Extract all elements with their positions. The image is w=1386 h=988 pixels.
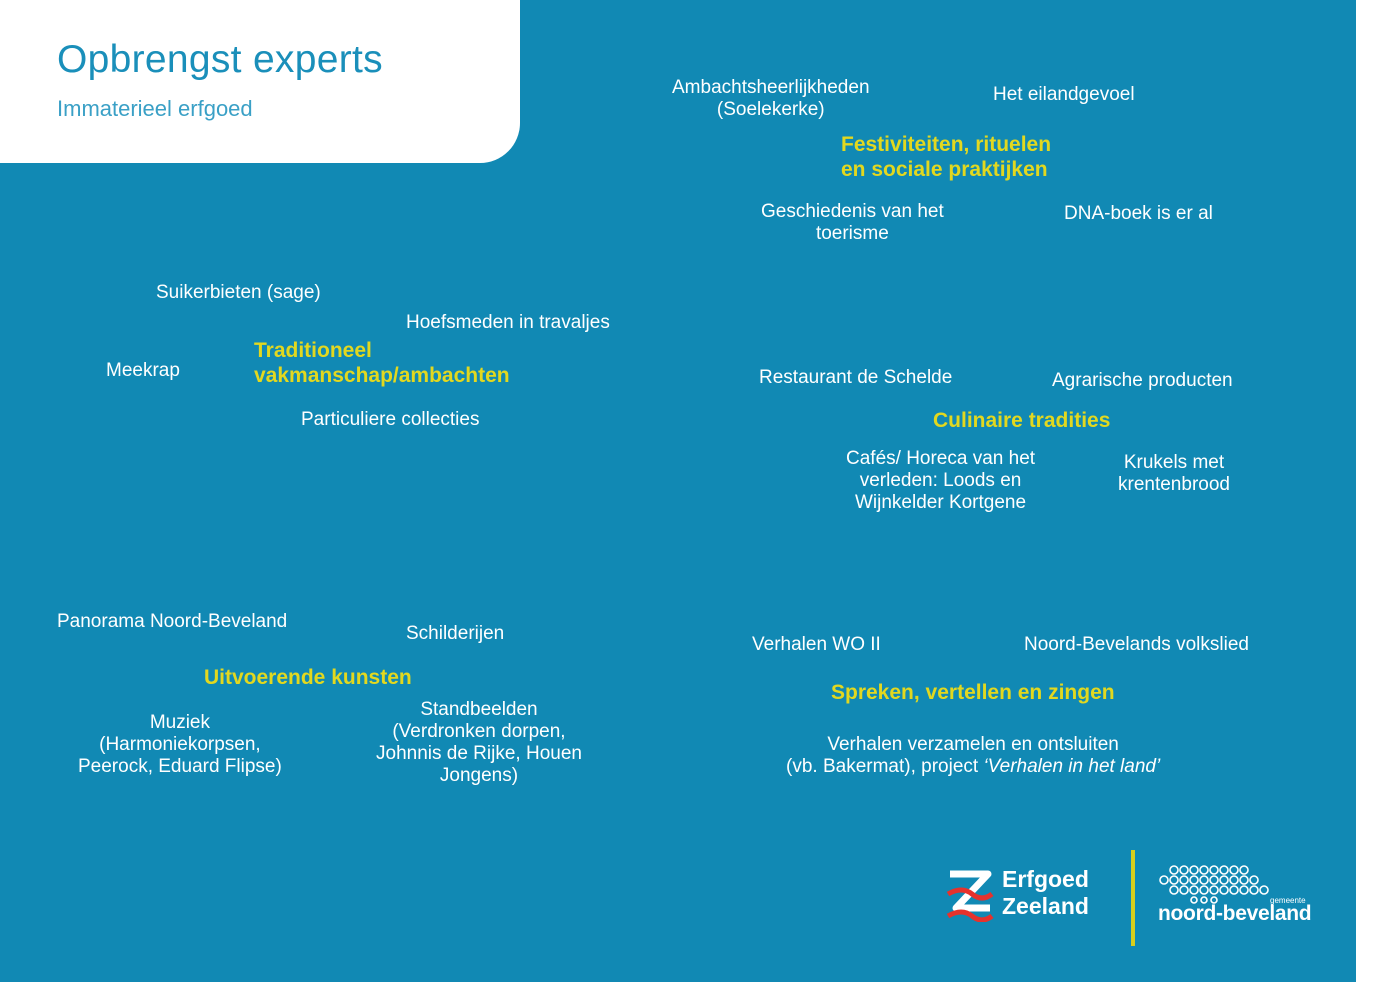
verhalen-project-title: ‘Verhalen in het land’ [983, 756, 1161, 777]
title-card: Opbrengst experts Immaterieel erfgoed [0, 0, 520, 163]
erfgoed-zeeland-mark-icon [946, 870, 994, 922]
item-muziek: Muziek (Harmoniekorpsen, Peerock, Eduard… [78, 712, 282, 777]
slide-background: Opbrengst experts Immaterieel erfgoed Am… [0, 0, 1356, 982]
heading-vakmanschap: Traditioneel vakmanschap/ambachten [254, 339, 510, 387]
item-agrarische-producten: Agrarische producten [1052, 370, 1233, 391]
noord-beveland-logo: gemeente noord-beveland [1158, 862, 1356, 932]
item-meekrap: Meekrap [106, 360, 180, 381]
item-volkslied: Noord-Bevelands volkslied [1024, 634, 1249, 655]
erfgoed-zeeland-wordmark: Erfgoed Zeeland [1002, 866, 1089, 919]
logo-divider [1131, 850, 1135, 946]
item-verhalen-wo2: Verhalen WO II [752, 634, 881, 655]
item-schilderijen: Schilderijen [406, 623, 505, 644]
item-krukels: Krukels met krentenbrood [1118, 452, 1230, 495]
item-suikerbieten: Suikerbieten (sage) [156, 282, 321, 303]
item-geschiedenis-toerisme: Geschiedenis van het toerisme [761, 201, 944, 244]
item-verhalen-verzamelen: Verhalen verzamelen en ontsluiten (vb. B… [786, 734, 1160, 778]
gemeente-label: gemeente [1270, 896, 1306, 905]
item-panorama: Panorama Noord-Beveland [57, 611, 288, 632]
noord-beveland-wordmark: noord-beveland [1158, 902, 1312, 925]
item-restaurant-schelde: Restaurant de Schelde [759, 367, 953, 388]
heading-culinair: Culinaire tradities [933, 409, 1111, 432]
page-title: Opbrengst experts [57, 38, 383, 81]
verhalen-line2-prefix: (vb. Bakermat), project [786, 756, 984, 777]
verhalen-line1: Verhalen verzamelen en ontsluiten [827, 734, 1119, 755]
item-standbeelden: Standbeelden (Verdronken dorpen, Johnnis… [376, 699, 582, 786]
page-subtitle: Immaterieel erfgoed [57, 96, 253, 121]
item-cafes-horeca: Cafés/ Horeca van het verleden: Loods en… [846, 448, 1036, 513]
item-particuliere-collecties: Particuliere collecties [301, 409, 480, 430]
item-hoefsmeden: Hoefsmeden in travaljes [406, 312, 610, 333]
heading-kunsten: Uitvoerende kunsten [204, 666, 412, 689]
noord-beveland-map-icon [1159, 865, 1269, 904]
erfgoed-zeeland-logo: Erfgoed Zeeland [944, 866, 1104, 924]
item-ambachtsheerlijkheden: Ambachtsheerlijkheden (Soelekerke) [672, 77, 870, 120]
item-eilandgevoel: Het eilandgevoel [993, 84, 1135, 105]
heading-festiviteiten: Festiviteiten, rituelen en sociale prakt… [841, 133, 1052, 181]
item-dna-boek: DNA-boek is er al [1064, 203, 1213, 224]
heading-spreken: Spreken, vertellen en zingen [831, 681, 1115, 704]
